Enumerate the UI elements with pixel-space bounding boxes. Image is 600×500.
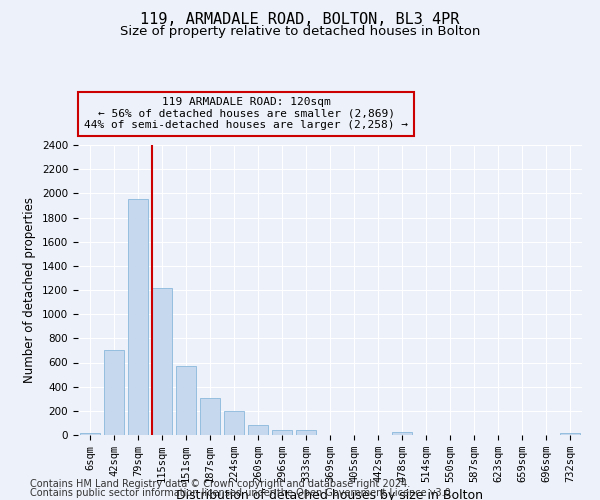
Bar	[560, 432, 580, 435]
Bar	[128, 200, 148, 435]
Y-axis label: Number of detached properties: Number of detached properties	[23, 197, 37, 383]
Text: 119 ARMADALE ROAD: 120sqm
← 56% of detached houses are smaller (2,869)
44% of se: 119 ARMADALE ROAD: 120sqm ← 56% of detac…	[84, 97, 408, 130]
Bar	[392, 432, 412, 435]
Bar	[248, 426, 268, 435]
Text: Contains public sector information licensed under the Open Government Licence v3: Contains public sector information licen…	[30, 488, 454, 498]
Bar	[272, 430, 292, 435]
Text: 119, ARMADALE ROAD, BOLTON, BL3 4PR: 119, ARMADALE ROAD, BOLTON, BL3 4PR	[140, 12, 460, 28]
Bar	[80, 433, 100, 435]
Text: Size of property relative to detached houses in Bolton: Size of property relative to detached ho…	[120, 25, 480, 38]
X-axis label: Distribution of detached houses by size in Bolton: Distribution of detached houses by size …	[176, 489, 484, 500]
Bar	[176, 366, 196, 435]
Bar	[152, 288, 172, 435]
Bar	[296, 430, 316, 435]
Text: Contains HM Land Registry data © Crown copyright and database right 2024.: Contains HM Land Registry data © Crown c…	[30, 479, 410, 489]
Bar	[200, 398, 220, 435]
Bar	[224, 411, 244, 435]
Bar	[104, 350, 124, 435]
